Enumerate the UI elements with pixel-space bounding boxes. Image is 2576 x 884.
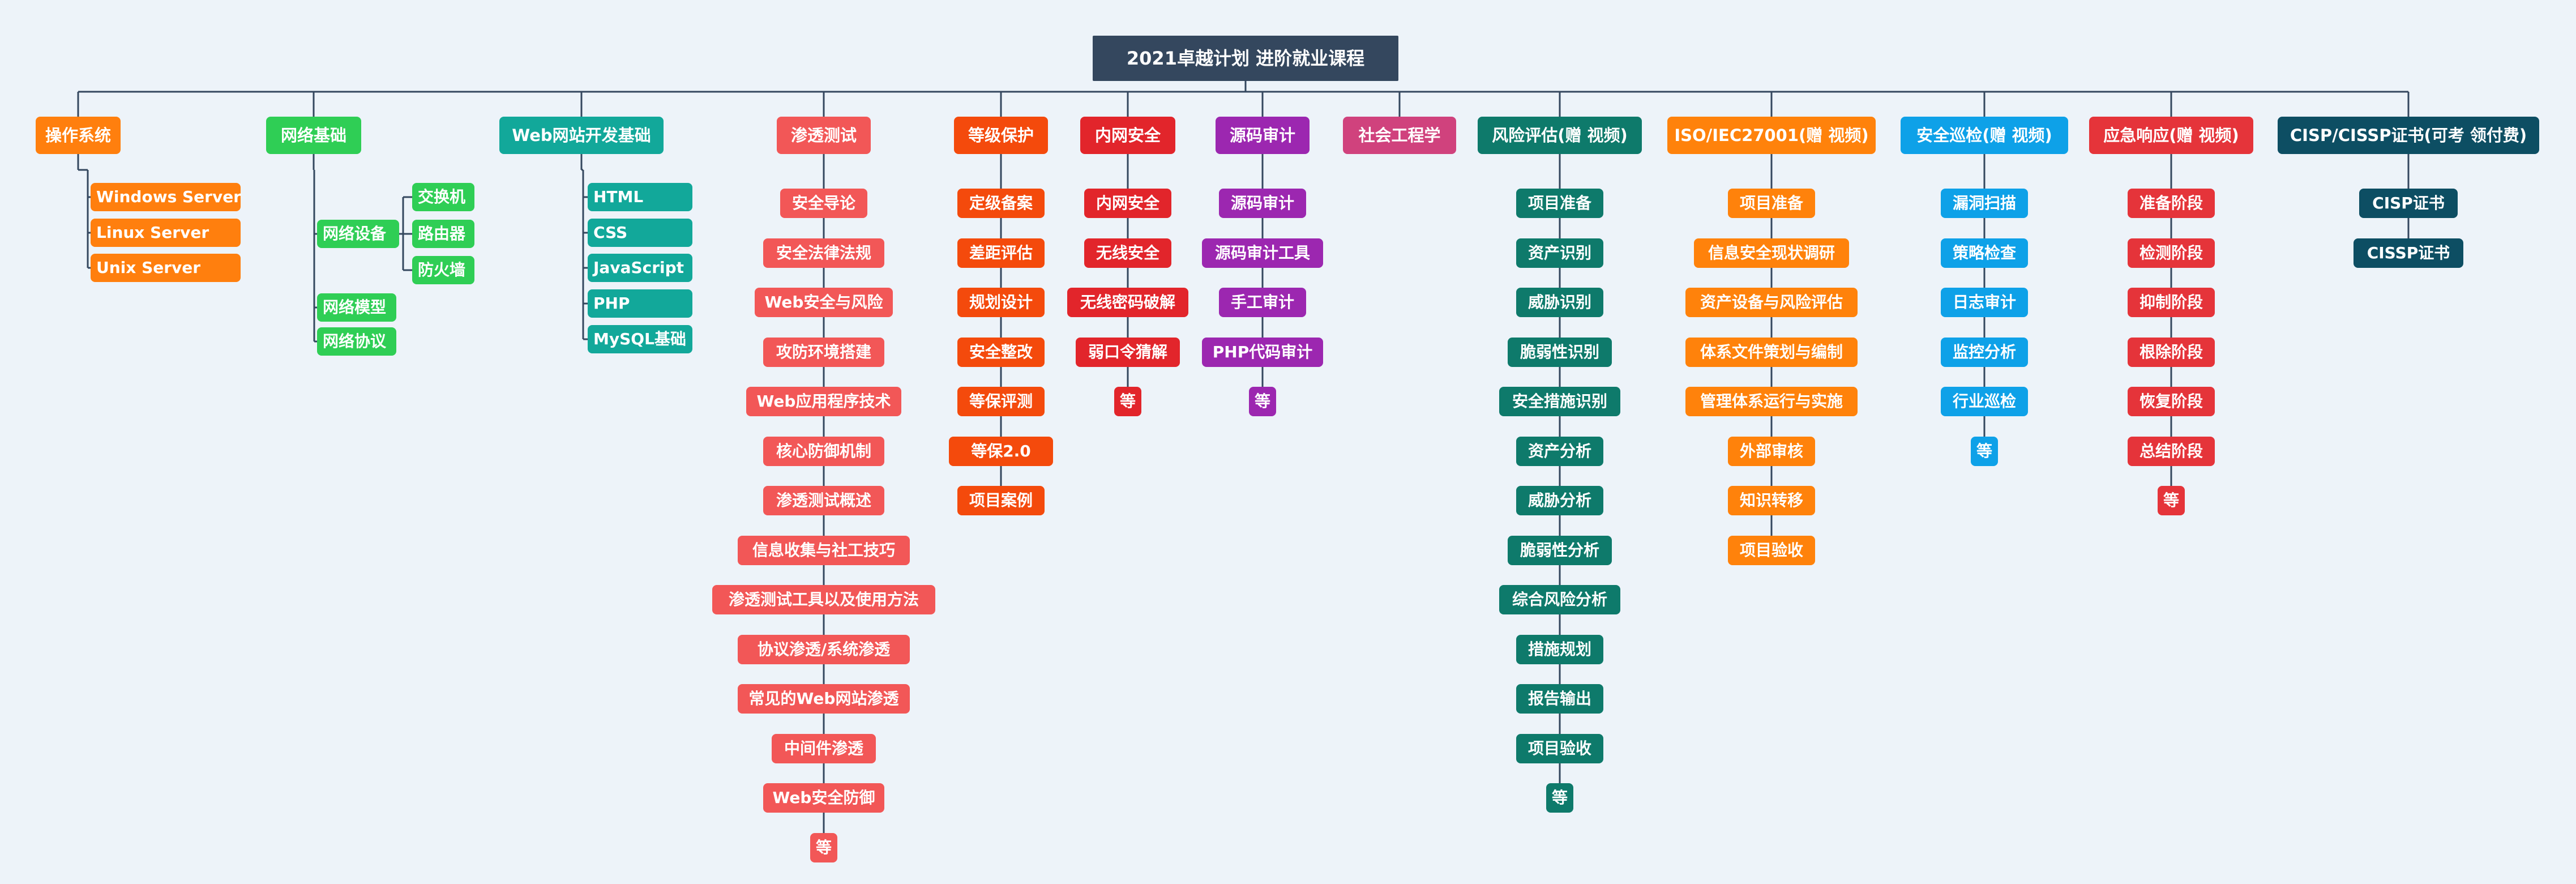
- branch-emergency[interactable]: 应急响应(赠 视频): [2089, 117, 2253, 154]
- emergency-item[interactable]: 恢复阶段: [2128, 387, 2215, 416]
- branch-risk[interactable]: 风险评估(赠 视频): [1478, 117, 1642, 154]
- audit-item[interactable]: 等: [1249, 387, 1276, 416]
- emergency-item[interactable]: 根除阶段: [2128, 337, 2215, 367]
- web-item[interactable]: CSS: [588, 219, 692, 247]
- iso-item[interactable]: 管理体系运行与实施: [1685, 387, 1858, 416]
- web-item[interactable]: MySQL基础: [588, 325, 692, 353]
- risk-item[interactable]: 措施规划: [1516, 634, 1603, 664]
- root-node[interactable]: 2021卓越计划 进阶就业课程: [1093, 36, 1398, 81]
- pentest-item[interactable]: 核心防御机制: [763, 436, 884, 466]
- pentest-item[interactable]: 渗透测试概述: [763, 486, 884, 515]
- emergency-item[interactable]: 总结阶段: [2128, 436, 2215, 466]
- iso-item[interactable]: 项目准备: [1728, 189, 1815, 218]
- pentest-item[interactable]: 攻防环境搭建: [763, 337, 884, 367]
- emergency-item[interactable]: 准备阶段: [2128, 189, 2215, 218]
- audit-item[interactable]: 源码审计工具: [1202, 238, 1323, 268]
- net-item[interactable]: 网络设备: [317, 220, 399, 248]
- patrol-item[interactable]: 监控分析: [1941, 337, 2028, 367]
- pentest-item[interactable]: 渗透测试工具以及使用方法: [712, 585, 935, 614]
- level-item[interactable]: 规划设计: [957, 288, 1045, 317]
- risk-item[interactable]: 威胁识别: [1516, 288, 1603, 317]
- emergency-item[interactable]: 等: [2158, 486, 2185, 515]
- pentest-item[interactable]: 安全法律法规: [763, 238, 884, 268]
- pentest-item[interactable]: Web安全防御: [763, 783, 884, 813]
- level-item[interactable]: 等保2.0: [949, 436, 1053, 466]
- net-device-item[interactable]: 防火墙: [412, 256, 474, 284]
- intranet-item[interactable]: 等: [1114, 387, 1141, 416]
- risk-item[interactable]: 脆弱性分析: [1508, 535, 1612, 565]
- risk-item[interactable]: 威胁分析: [1516, 486, 1603, 515]
- pentest-item[interactable]: 信息收集与社工技巧: [738, 535, 910, 565]
- audit-item[interactable]: 手工审计: [1219, 288, 1306, 317]
- risk-item[interactable]: 等: [1546, 783, 1573, 813]
- cisp-item[interactable]: CISP证书: [2359, 189, 2458, 218]
- risk-item[interactable]: 安全措施识别: [1499, 387, 1620, 416]
- emergency-item[interactable]: 抑制阶段: [2128, 288, 2215, 317]
- branch-intranet[interactable]: 内网安全: [1080, 117, 1175, 154]
- risk-item[interactable]: 脆弱性识别: [1508, 337, 1612, 367]
- level-item[interactable]: 差距评估: [957, 238, 1045, 268]
- branch-web[interactable]: Web网站开发基础: [499, 117, 664, 154]
- net-item[interactable]: 网络模型: [317, 293, 396, 322]
- iso-item[interactable]: 资产设备与风险评估: [1685, 288, 1858, 317]
- patrol-item[interactable]: 日志审计: [1941, 288, 2028, 317]
- branch-audit[interactable]: 源码审计: [1216, 117, 1310, 154]
- net-device-item[interactable]: 路由器: [412, 220, 474, 248]
- pentest-item[interactable]: Web安全与风险: [755, 288, 893, 317]
- intranet-item[interactable]: 弱口令猜解: [1076, 337, 1180, 367]
- branch-patrol[interactable]: 安全巡检(赠 视频): [1901, 117, 2068, 154]
- pentest-item[interactable]: Web应用程序技术: [746, 387, 901, 416]
- risk-item[interactable]: 项目验收: [1516, 733, 1603, 763]
- risk-item[interactable]: 资产分析: [1516, 436, 1603, 466]
- iso-item[interactable]: 项目验收: [1728, 535, 1815, 565]
- pentest-item[interactable]: 等: [810, 832, 837, 862]
- pentest-item[interactable]: 常见的Web网站渗透: [738, 684, 910, 714]
- level-item[interactable]: 安全整改: [957, 337, 1045, 367]
- intranet-item[interactable]: 无线密码破解: [1067, 288, 1188, 317]
- os-item[interactable]: Linux Server: [91, 219, 241, 247]
- cisp-item[interactable]: CISSP证书: [2354, 238, 2463, 268]
- net-device-item[interactable]: 交换机: [412, 183, 474, 211]
- pentest-item[interactable]: 中间件渗透: [772, 733, 876, 763]
- audit-item[interactable]: 源码审计: [1219, 189, 1306, 218]
- patrol-item[interactable]: 漏洞扫描: [1941, 189, 2028, 218]
- risk-item[interactable]: 报告输出: [1516, 684, 1603, 714]
- audit-item[interactable]: PHP代码审计: [1202, 337, 1323, 367]
- pentest-item[interactable]: 协议渗透/系统渗透: [738, 634, 910, 664]
- iso-item[interactable]: 体系文件策划与编制: [1685, 337, 1858, 367]
- level-item[interactable]: 项目案例: [957, 486, 1045, 515]
- branch-os[interactable]: 操作系统: [36, 117, 121, 154]
- iso-item[interactable]: 信息安全现状调研: [1694, 238, 1849, 268]
- level-item[interactable]: 等保评测: [957, 387, 1045, 416]
- branch-level[interactable]: 等级保护: [954, 117, 1048, 154]
- level-item[interactable]: 定级备案: [957, 189, 1045, 218]
- iso-item[interactable]: 知识转移: [1728, 486, 1815, 515]
- web-item[interactable]: HTML: [588, 183, 692, 211]
- intranet-item[interactable]: 无线安全: [1084, 238, 1171, 268]
- patrol-item[interactable]: 行业巡检: [1941, 387, 2028, 416]
- patrol-item[interactable]: 等: [1971, 436, 1998, 466]
- risk-item[interactable]: 综合风险分析: [1499, 585, 1620, 614]
- intranet-item[interactable]: 内网安全: [1084, 189, 1171, 218]
- patrol-item[interactable]: 策略检查: [1941, 238, 2028, 268]
- os-item[interactable]: Windows Server: [91, 183, 241, 211]
- web-item[interactable]: PHP: [588, 289, 692, 318]
- pentest-item[interactable]: 安全导论: [780, 189, 867, 218]
- branch-iso[interactable]: ISO/IEC27001(赠 视频): [1667, 117, 1876, 154]
- os-item[interactable]: Unix Server: [91, 254, 241, 282]
- web-item[interactable]: JavaScript: [588, 254, 692, 282]
- iso-item[interactable]: 外部审核: [1728, 436, 1815, 466]
- branch-pentest[interactable]: 渗透测试: [777, 117, 871, 154]
- branch-cisp[interactable]: CISP/CISSP证书(可考 领付费): [2278, 117, 2539, 154]
- risk-item[interactable]: 资产识别: [1516, 238, 1603, 268]
- branch-social[interactable]: 社会工程学: [1343, 117, 1456, 154]
- branch-net[interactable]: 网络基础: [266, 117, 361, 154]
- net-item[interactable]: 网络协议: [317, 327, 396, 356]
- risk-item[interactable]: 项目准备: [1516, 189, 1603, 218]
- emergency-item[interactable]: 检测阶段: [2128, 238, 2215, 268]
